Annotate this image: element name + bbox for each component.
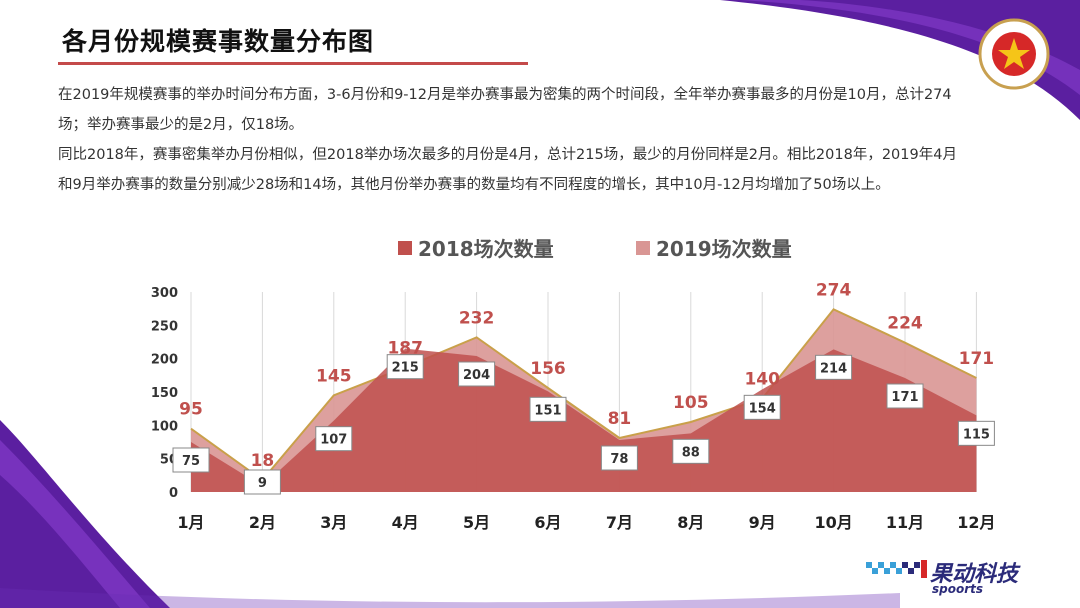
monthly-events-chart: 0 50 100 150 200 250 300 95 18 145 187 232 156 81 105 1… [0,270,1080,550]
data-label-2018-11: 171 [891,390,918,405]
chart-svg: 0501001502002503009518145187232156811051… [151,280,996,532]
y-tick-label-5: 250 [151,319,178,334]
data-label-box-2018-2 [243,469,281,495]
x-tick-label-5: 5月 [463,513,490,532]
data-label-2018-7: 78 [610,452,628,467]
data-label-box-2018-3 [315,426,353,452]
association-logo [978,18,1050,90]
legend-swatch-2019 [636,240,650,255]
data-label-box-2018-12 [957,420,995,446]
legend-item-2019: 2019场次数量 [636,233,792,262]
x-tick-label-6: 6月 [534,513,561,532]
x-tick-label-7: 7月 [606,513,633,532]
data-label-2019-1: 95 [179,400,203,420]
chart-legend: 2018场次数量 2019场次数量 [0,233,1080,263]
y-tick-label-3: 150 [151,386,178,401]
title-underline [58,62,528,65]
area-2018 [191,348,977,492]
x-tick-label-11: 11月 [886,513,924,532]
y-tick-label-2: 100 [151,419,178,434]
page-title: 各月份规模赛事数量分布图 [62,27,375,56]
data-label-2018-8: 88 [682,445,700,460]
data-label-2019-12: 171 [959,349,995,369]
description-paragraph-2: 同比2018年，赛事密集举办月份相似，但2018举办场次最多的月份是4月，总计2… [58,147,957,193]
data-label-2019-3: 145 [316,366,352,386]
y-tick-label-0: 0 [169,486,178,501]
x-tick-label-2: 2月 [249,513,276,532]
data-label-box-2018-7 [600,445,638,471]
data-label-box-2018-4 [386,354,424,380]
data-label-2019-4: 187 [387,338,423,358]
x-tick-label-3: 3月 [320,513,347,532]
y-tick-label-4: 200 [151,353,178,368]
data-label-box-2018-8 [672,438,710,464]
data-label-2018-1: 75 [182,454,200,469]
description-paragraph-1: 在2019年规模赛事的举办时间分布方面，3-6月份和9-12月是举办赛事最为密集… [58,87,952,133]
data-label-2018-3: 107 [320,433,347,448]
line-2019 [190,308,977,482]
checker-flag-icon [866,560,927,578]
brand-footer: 果动科技 spoorts [866,556,1066,600]
data-label-2018-4: 215 [392,361,419,376]
legend-item-2018: 2018场次数量 [398,233,554,262]
legend-swatch-2018 [398,240,412,255]
data-label-2019-6: 156 [530,359,566,379]
data-label-box-2018-5 [458,361,496,387]
brand-name: 果动科技 [930,562,1019,587]
x-tick-label-8: 8月 [677,513,704,532]
legend-label-2018: 2018场次数量 [418,237,554,261]
data-label-2019-11: 224 [887,314,923,334]
decorative-swoosh-bottom [0,588,900,608]
x-tick-label-4: 4月 [392,513,419,532]
brand-sub: spoorts [932,582,984,596]
y-tick-label-6: 300 [151,286,178,301]
x-tick-label-9: 9月 [749,513,776,532]
data-label-2019-10: 274 [816,280,852,300]
data-label-2019-7: 81 [608,409,632,429]
data-label-2018-12: 115 [963,427,990,442]
x-tick-label-10: 10月 [814,513,852,532]
x-tick-label-12: 12月 [957,513,995,532]
legend-label-2019: 2019场次数量 [656,237,792,261]
data-label-2019-2: 18 [251,451,275,471]
data-label-2018-2: 9 [258,476,267,491]
data-label-2018-10: 214 [820,361,847,376]
data-label-box-2018-10 [815,354,853,380]
data-label-box-2018-6 [529,396,567,422]
data-label-2019-8: 105 [673,393,709,413]
data-label-2019-5: 232 [459,308,495,328]
data-label-2018-9: 154 [749,401,776,416]
x-tick-label-1: 1月 [177,513,204,532]
data-label-box-2018-11 [886,383,924,409]
data-label-box-2018-1 [172,447,210,473]
data-label-2019-9: 140 [744,370,780,390]
data-label-2018-6: 151 [534,403,561,418]
data-label-box-2018-9 [743,394,781,420]
decorative-swoosh-left [0,420,170,608]
data-label-2018-5: 204 [463,368,490,383]
